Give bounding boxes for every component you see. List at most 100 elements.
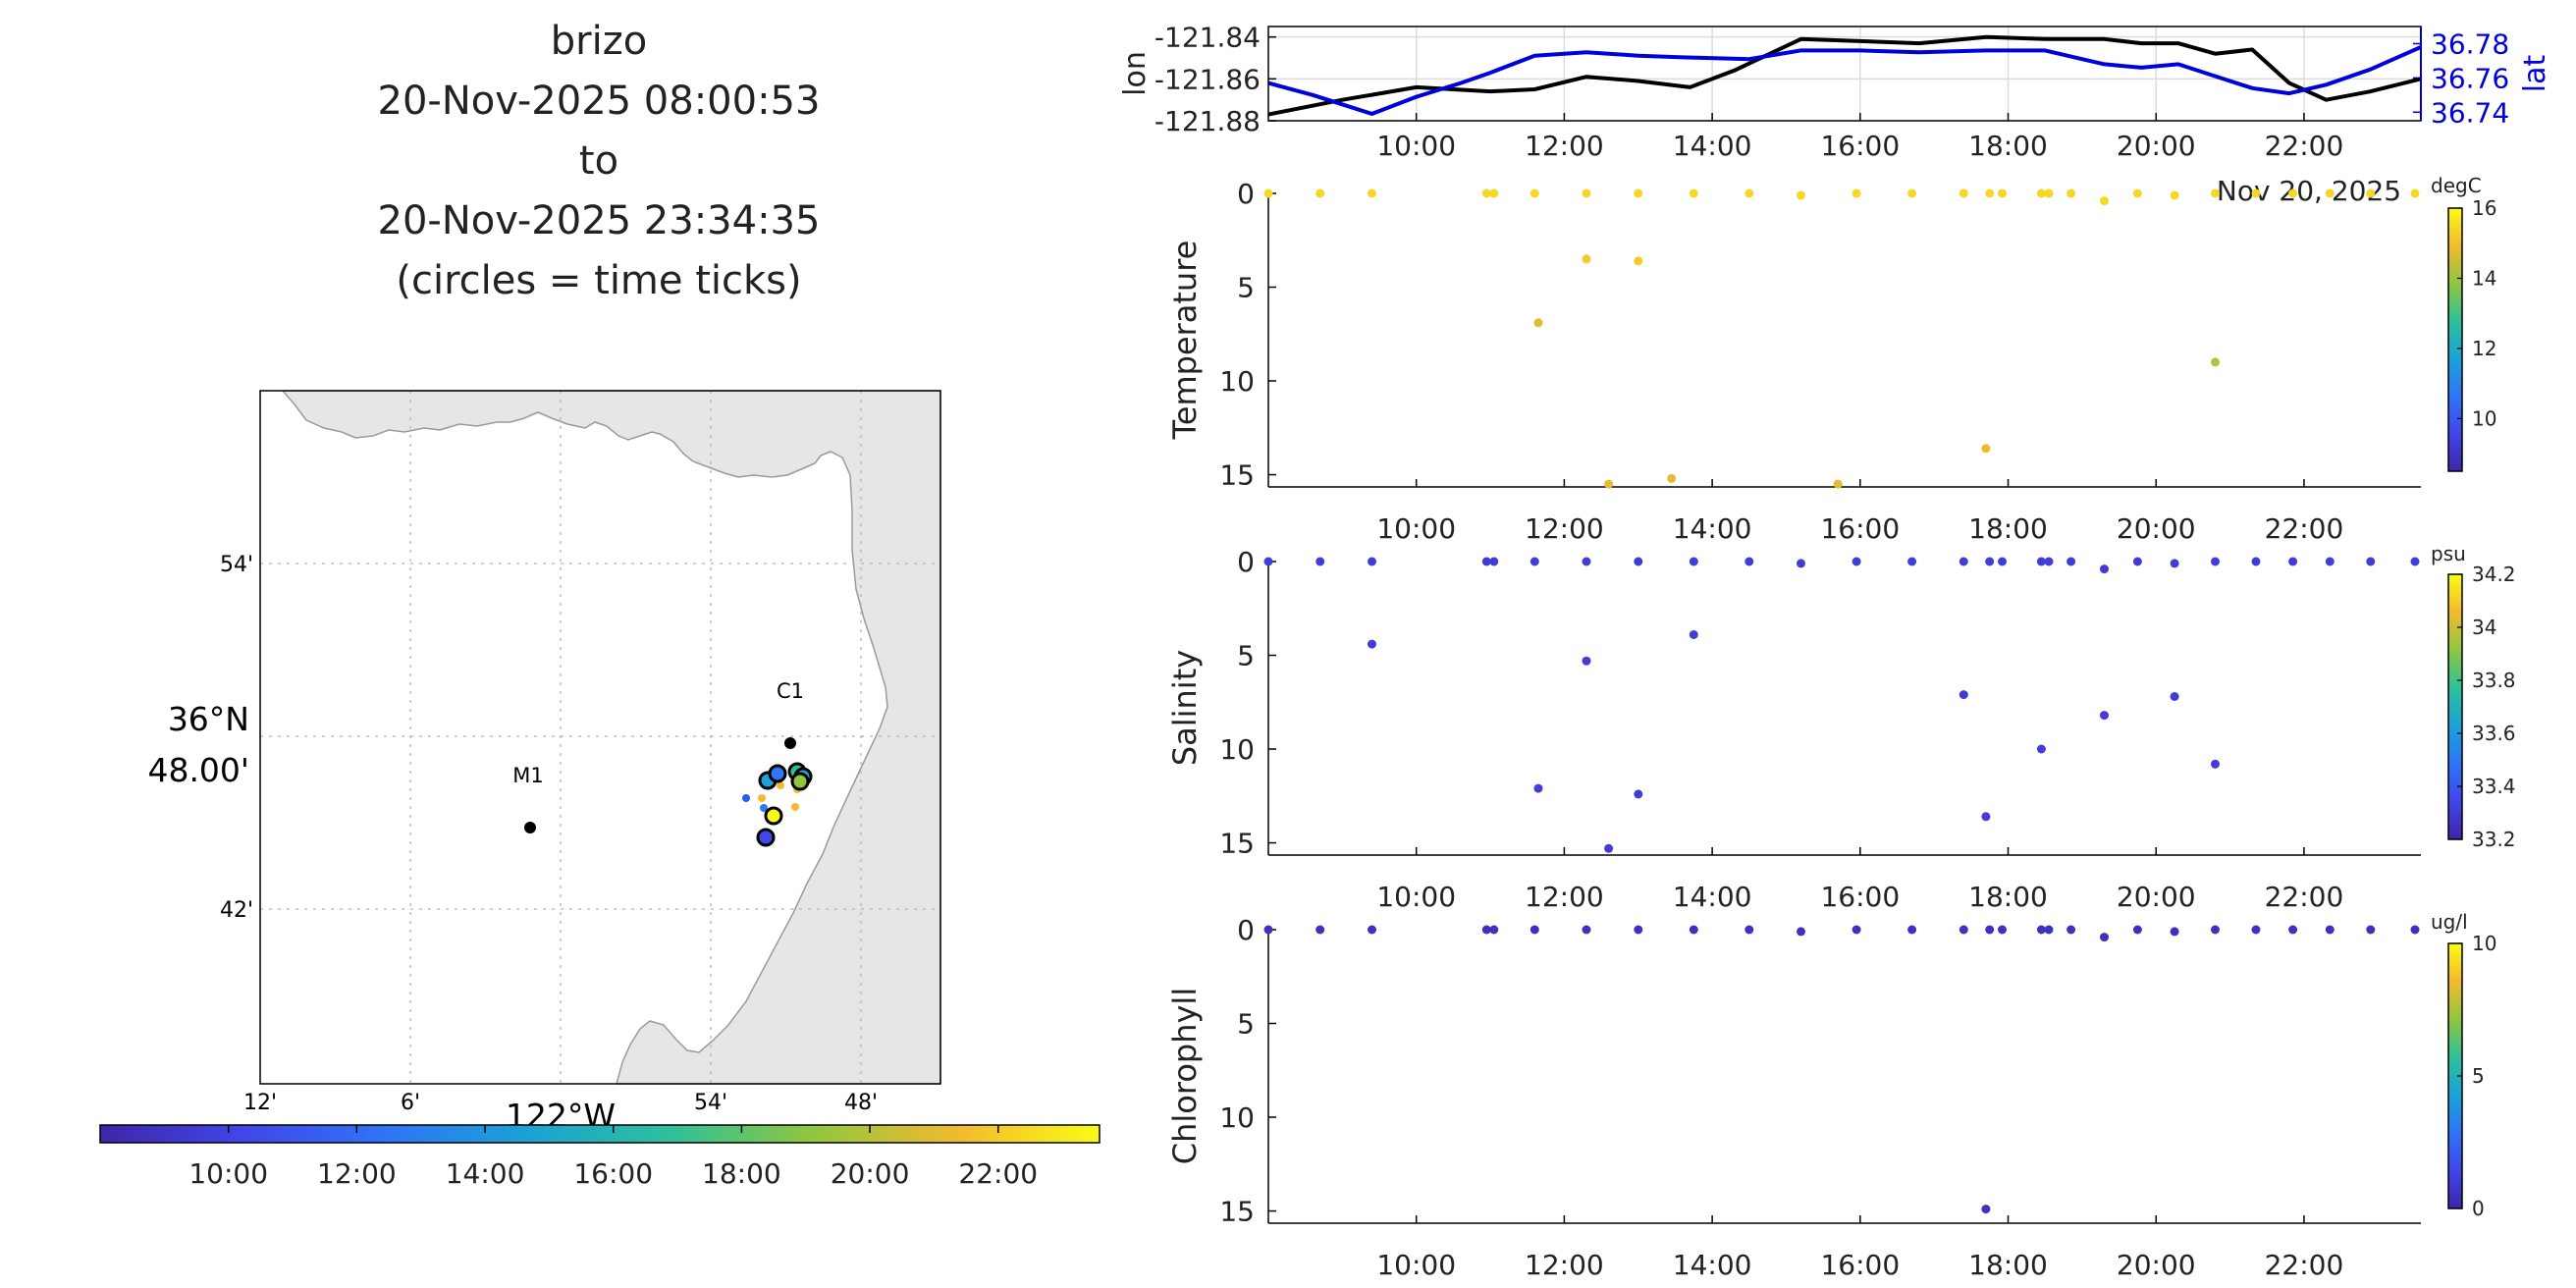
map-frame (259, 390, 941, 1085)
track-point (777, 781, 784, 789)
temperature-data-point (1959, 188, 1968, 198)
chlorophyll-axis-label: Chlorophyll (1166, 988, 1204, 1164)
chlorophyll-data-point (2066, 925, 2076, 935)
temperature-data-point (1634, 256, 1643, 266)
temperature-data-point (2366, 188, 2376, 198)
lon-tick-54: 54' (694, 1091, 727, 1115)
map-land (281, 390, 941, 1085)
temperature-data-point (1985, 188, 1995, 198)
chlorophyll-data-point (2132, 925, 2142, 935)
salinity-x-tick-label: 22:00 (2265, 881, 2344, 913)
lat-tick-42: 42' (220, 898, 253, 923)
temperature-data-point (2132, 188, 2142, 198)
position-x-tick-label: 18:00 (1968, 130, 2048, 162)
salinity-data-point (1263, 557, 1273, 566)
temperature-data-point (2325, 188, 2334, 198)
chlorophyll-colorbar-tick-label: 5 (2472, 1064, 2485, 1088)
chlorophyll-data-point (1530, 925, 1539, 935)
temperature-data-point (2410, 188, 2420, 198)
temperature-data-point (1368, 188, 1376, 198)
chlorophyll-data-point (1481, 925, 1491, 935)
salinity-colorbar-tick-label: 33.2 (2472, 828, 2516, 851)
time-colorbar-tick-label: 16:00 (573, 1157, 653, 1190)
temperature-colorbar-gradient (2447, 207, 2463, 472)
temperature-colorbar-tick-label: 14 (2472, 266, 2496, 290)
temperature-data-point (1582, 254, 1591, 264)
title-vehicle: brizo (550, 19, 648, 64)
time-colorbar-tick-label: 10:00 (188, 1157, 268, 1190)
temperature-data-point (2251, 188, 2261, 198)
position-lat-tick-label: 36.78 (2431, 27, 2509, 60)
chlorophyll-data-point (2170, 927, 2179, 937)
temperature-data-point (1907, 188, 1917, 198)
temperature-data-point (1315, 188, 1325, 198)
title-end-time: 20-Nov-2025 23:34:35 (377, 198, 821, 243)
temperature-data-point (1489, 188, 1499, 198)
temperature-colorbar-tick-label: 12 (2472, 337, 2496, 360)
temperature-data-point (1833, 479, 1843, 489)
position-lon-tick-label: -121.84 (1154, 22, 1261, 54)
title-start-time: 20-Nov-2025 08:00:53 (377, 79, 821, 124)
temperature-data-point (1667, 473, 1677, 483)
salinity-colorbar-tick-label: 33.6 (2472, 722, 2516, 745)
chlorophyll-colorbar-tick-label: 0 (2472, 1197, 2485, 1220)
time-colorbar-tick-label: 22:00 (958, 1157, 1038, 1190)
temperature-y-tick-label: 10 (1219, 365, 1255, 398)
time-tick-circle (768, 764, 787, 783)
salinity-data-point (2325, 557, 2334, 566)
temperature-data-point (1604, 479, 1614, 489)
chlorophyll-x-tick-label: 14:00 (1673, 1249, 1752, 1281)
position-x-tick-label: 14:00 (1673, 130, 1752, 162)
salinity-colorbar-tick-label: 34.2 (2472, 563, 2516, 586)
salinity-data-point (1744, 557, 1754, 566)
salinity-axis-label: Salinity (1166, 650, 1204, 766)
scatter-panels: 0 5 10 15 10:00 12:00 14:00 16:00 18:00 20:00 22:0… (1166, 174, 2516, 1281)
time-colorbar-tick-label: 12:00 (317, 1157, 397, 1190)
chlorophyll-y-tick-label: 0 (1237, 914, 1255, 946)
temperature-data-point (2066, 188, 2076, 198)
salinity-x-tick-label: 20:00 (2117, 881, 2196, 913)
temperature-panel: 0 5 10 15 10:00 12:00 14:00 16:00 18:00 20:00 22:0… (1166, 174, 2496, 545)
salinity-data-point (1582, 557, 1591, 566)
salinity-x-tick-label: 18:00 (1968, 881, 2048, 913)
map-panel: 54' 36°N 48.00' 42' 12' 6' 122°W 54' 48'… (147, 390, 941, 1135)
chlorophyll-data-point (1368, 925, 1376, 935)
lon-tick-48: 48' (844, 1091, 878, 1115)
figure-title: brizo 20-Nov-2025 08:00:53 to 20-Nov-202… (334, 12, 864, 311)
station-c1-marker (784, 737, 796, 749)
chlorophyll-data-point (1981, 1205, 1991, 1214)
station-c1-label: C1 (777, 679, 804, 703)
salinity-data-point (1315, 557, 1325, 566)
chlorophyll-data-point (2044, 925, 2054, 935)
salinity-data-point (1998, 557, 2007, 566)
temperature-x-tick-label: 16:00 (1820, 512, 1900, 545)
salinity-data-point (1489, 557, 1499, 566)
map-axis-labels: 54' 36°N 48.00' 42' 12' 6' 122°W 54' 48' (147, 553, 878, 1135)
salinity-data-point (1907, 557, 1917, 566)
temperature-y-tick-label: 5 (1237, 272, 1255, 304)
chlorophyll-data-point (1852, 925, 1861, 935)
temperature-axis-label: Temperature (1166, 241, 1204, 441)
salinity-data-point (2170, 692, 2179, 701)
chlorophyll-panel: 0 5 10 15 10:00 12:00 14:00 16:00 18:00 20:00 22:0… (1166, 910, 2496, 1281)
salinity-data-point (2100, 711, 2109, 721)
salinity-data-point (2036, 744, 2046, 754)
salinity-data-point (1797, 559, 1805, 568)
chlorophyll-data-point (1582, 925, 1591, 935)
position-lon-axis-label: lon (1118, 51, 1153, 96)
salinity-x-tick-label: 16:00 (1820, 881, 1900, 913)
temperature-data-point (1530, 188, 1539, 198)
temperature-units-label: degC (2431, 174, 2482, 197)
salinity-data-point (1689, 557, 1698, 566)
chlorophyll-data-point (2366, 925, 2376, 935)
temperature-data-point (2211, 188, 2220, 198)
temperature-x-tick-label: 12:00 (1525, 512, 1604, 545)
lat-tick-48: 48.00' (147, 751, 249, 789)
temperature-colorbar-tick-label: 16 (2472, 196, 2496, 220)
chlorophyll-data-point (1315, 925, 1325, 935)
temperature-data-point (1998, 188, 2007, 198)
salinity-data-point (1582, 656, 1591, 666)
temperature-data-point (2211, 357, 2220, 367)
time-tick-circle (790, 772, 810, 791)
